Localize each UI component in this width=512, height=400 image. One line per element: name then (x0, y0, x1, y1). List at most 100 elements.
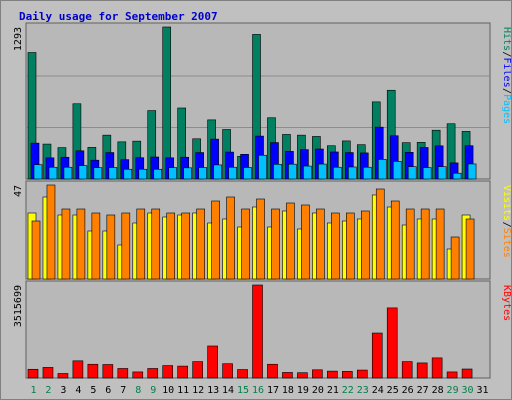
bar-sites-day-3 (61, 208, 71, 280)
day-label-22: 22 (342, 385, 354, 396)
bar-kbytes-day-3 (57, 373, 69, 379)
bar-pages-day-9 (153, 168, 163, 180)
bar-kbytes-day-11 (177, 365, 188, 379)
day-label-26: 26 (402, 385, 414, 396)
bar-pages-day-16 (258, 154, 267, 180)
bar-sites-day-25 (390, 200, 400, 280)
bar-kbytes-day-7 (117, 368, 129, 379)
day-label-20: 20 (312, 385, 324, 396)
bar-pages-day-6 (108, 167, 118, 180)
bar-kbytes-day-30 (461, 368, 473, 379)
bar-kbytes-day-13 (207, 345, 218, 379)
bar-kbytes-day-20 (312, 369, 323, 379)
bar-pages-day-23 (362, 166, 372, 180)
day-label-7: 7 (120, 385, 126, 396)
day-label-18: 18 (282, 385, 294, 396)
bar-pages-day-13 (213, 164, 222, 180)
bar-sites-day-1 (31, 220, 41, 280)
day-label-5: 5 (90, 385, 96, 396)
bar-pages-day-11 (183, 167, 192, 180)
bar-kbytes-day-8 (132, 371, 144, 379)
day-label-31: 31 (476, 385, 488, 396)
bar-sites-day-12 (196, 208, 205, 280)
bar-kbytes-day-16 (252, 284, 263, 379)
bar-sites-day-2 (46, 184, 56, 280)
day-label-27: 27 (417, 385, 429, 396)
bar-pages-day-3 (63, 166, 73, 180)
bar-pages-day-24 (377, 159, 387, 180)
day-label-28: 28 (432, 385, 444, 396)
bar-kbytes-day-26 (401, 361, 413, 379)
bar-pages-day-29 (452, 172, 462, 180)
panel-max-label-hits-files-pages: 1293 (13, 27, 24, 51)
bar-sites-day-19 (301, 204, 310, 280)
bar-pages-day-18 (288, 163, 297, 180)
legend-hits-files-pages-3: / (501, 88, 511, 94)
day-label-16: 16 (252, 385, 264, 396)
bar-pages-day-7 (123, 168, 133, 180)
bar-pages-day-19 (303, 165, 312, 180)
day-label-12: 12 (192, 385, 204, 396)
bar-kbytes-day-29 (446, 371, 458, 379)
bar-hits-day-10 (162, 26, 172, 180)
legend-visits-sites-0: Visits (501, 185, 511, 221)
bar-sites-day-15 (241, 208, 250, 280)
legend-hits-files-pages-1: / (501, 51, 511, 57)
bar-kbytes-day-10 (162, 365, 174, 379)
bar-kbytes-day-22 (342, 371, 353, 379)
day-label-15: 15 (237, 385, 249, 396)
bar-sites-day-7 (121, 212, 131, 280)
bar-sites-day-28 (435, 208, 445, 280)
bar-sites-day-11 (181, 212, 190, 280)
day-label-21: 21 (327, 385, 339, 396)
bar-kbytes-day-1 (27, 368, 39, 379)
bar-kbytes-day-17 (267, 363, 278, 379)
day-label-1: 1 (30, 385, 36, 396)
bar-pages-day-2 (48, 166, 58, 180)
bar-pages-day-27 (422, 167, 432, 180)
bar-sites-day-8 (136, 208, 146, 280)
day-label-24: 24 (372, 385, 384, 396)
panel-max-label-visits-sites: 47 (13, 185, 24, 197)
day-label-4: 4 (75, 385, 81, 396)
bar-sites-day-20 (316, 208, 325, 280)
day-label-11: 11 (177, 385, 189, 396)
bar-pages-day-21 (333, 166, 342, 180)
day-label-14: 14 (222, 385, 234, 396)
bar-pages-day-15 (243, 167, 252, 180)
day-label-2: 2 (45, 385, 51, 396)
bar-sites-day-6 (106, 214, 116, 280)
bar-kbytes-day-23 (356, 369, 368, 379)
bar-pages-day-12 (198, 167, 207, 180)
bar-kbytes-day-2 (42, 367, 54, 379)
bar-sites-day-4 (76, 208, 86, 280)
day-label-19: 19 (297, 385, 309, 396)
bar-pages-day-26 (407, 166, 417, 180)
bar-sites-day-27 (420, 208, 430, 280)
bar-kbytes-day-21 (327, 370, 338, 379)
bar-kbytes-day-4 (72, 360, 84, 379)
bar-sites-day-30 (465, 218, 475, 280)
bar-pages-day-20 (318, 163, 327, 180)
day-label-3: 3 (60, 385, 66, 396)
bar-kbytes-day-28 (431, 357, 443, 379)
bar-pages-day-30 (467, 163, 477, 180)
panel-max-label-kbytes: 3515699 (13, 285, 24, 327)
day-label-13: 13 (207, 385, 219, 396)
day-label-25: 25 (387, 385, 399, 396)
bar-kbytes-day-24 (371, 332, 383, 379)
day-label-29: 29 (447, 385, 459, 396)
day-label-30: 30 (462, 385, 474, 396)
day-label-23: 23 (357, 385, 369, 396)
bar-sites-day-29 (450, 236, 460, 280)
bar-sites-day-14 (226, 196, 235, 280)
bar-sites-day-21 (331, 212, 340, 280)
bar-pages-day-5 (93, 167, 103, 180)
bar-kbytes-day-19 (297, 372, 308, 379)
bar-kbytes-day-15 (237, 369, 248, 379)
bar-pages-day-22 (348, 166, 357, 180)
bar-pages-day-1 (33, 164, 43, 180)
bar-pages-day-4 (78, 165, 88, 180)
